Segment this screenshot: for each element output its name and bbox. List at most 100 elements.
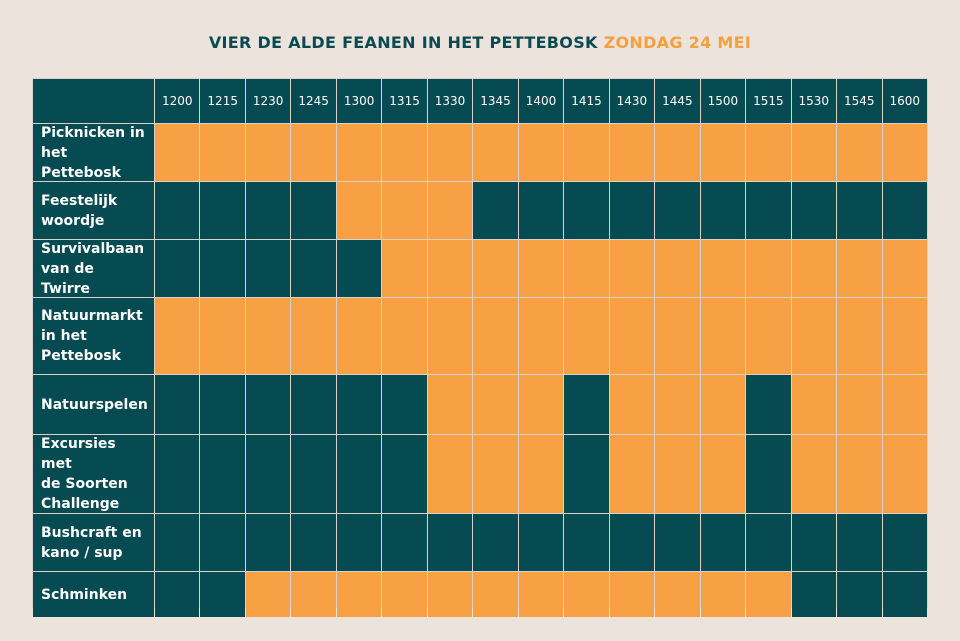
slot-unavailable bbox=[155, 572, 200, 617]
time-header: 1330 bbox=[427, 79, 473, 123]
time-header: 1345 bbox=[473, 79, 518, 123]
slot-available bbox=[609, 240, 655, 297]
slot-unavailable bbox=[336, 375, 382, 434]
slot-available bbox=[382, 240, 427, 297]
time-header: 1200 bbox=[155, 79, 200, 123]
slot-unavailable bbox=[518, 182, 564, 239]
activity-label: Survivalbaan van de Twirre bbox=[33, 240, 154, 297]
slot-available bbox=[609, 124, 655, 181]
slot-unavailable bbox=[155, 514, 200, 571]
slot-unavailable bbox=[291, 182, 336, 239]
slot-unavailable bbox=[336, 435, 382, 513]
activity-label: Natuurmarkt in het Pettebosk bbox=[33, 298, 154, 374]
slot-available bbox=[837, 375, 882, 434]
slot-available bbox=[882, 240, 927, 297]
slot-unavailable bbox=[200, 435, 245, 513]
slot-available bbox=[427, 240, 473, 297]
slot-available bbox=[427, 298, 473, 374]
time-header: 1600 bbox=[882, 79, 927, 123]
slot-available bbox=[564, 572, 609, 617]
time-header: 1530 bbox=[791, 79, 837, 123]
slot-unavailable bbox=[882, 182, 927, 239]
slot-available bbox=[655, 124, 700, 181]
slot-available bbox=[791, 240, 837, 297]
slot-available bbox=[427, 572, 473, 617]
slot-available bbox=[382, 298, 427, 374]
slot-unavailable bbox=[200, 572, 245, 617]
slot-available bbox=[791, 124, 837, 181]
slot-unavailable bbox=[155, 435, 200, 513]
slot-available bbox=[427, 124, 473, 181]
slot-unavailable bbox=[655, 182, 700, 239]
time-header: 1230 bbox=[245, 79, 291, 123]
slot-available bbox=[200, 298, 245, 374]
slot-unavailable bbox=[291, 435, 336, 513]
slot-unavailable bbox=[200, 375, 245, 434]
slot-available bbox=[837, 124, 882, 181]
slot-unavailable bbox=[382, 514, 427, 571]
slot-unavailable bbox=[473, 182, 518, 239]
slot-available bbox=[837, 298, 882, 374]
slot-unavailable bbox=[609, 514, 655, 571]
slot-available bbox=[882, 435, 927, 513]
slot-available bbox=[473, 435, 518, 513]
slot-available bbox=[427, 182, 473, 239]
slot-available bbox=[245, 572, 291, 617]
slot-unavailable bbox=[155, 182, 200, 239]
slot-unavailable bbox=[245, 375, 291, 434]
activity-label: Picknicken in het Pettebosk bbox=[33, 124, 154, 181]
slot-unavailable bbox=[746, 435, 791, 513]
slot-available bbox=[791, 298, 837, 374]
slot-available bbox=[791, 435, 837, 513]
slot-available bbox=[473, 298, 518, 374]
title-main: VIER DE ALDE FEANEN IN HET PETTEBOSK bbox=[208, 33, 598, 52]
slot-available bbox=[700, 572, 746, 617]
slot-available bbox=[518, 572, 564, 617]
slot-available bbox=[746, 240, 791, 297]
slot-available bbox=[291, 572, 336, 617]
slot-unavailable bbox=[336, 240, 382, 297]
slot-unavailable bbox=[791, 572, 837, 617]
time-header: 1315 bbox=[382, 79, 427, 123]
slot-unavailable bbox=[336, 514, 382, 571]
schedule-table: 1200 1215 1230 1245 1300 1315 1330 1345 1400 1415… bbox=[32, 78, 928, 617]
time-header: 1545 bbox=[837, 79, 882, 123]
slot-available bbox=[336, 298, 382, 374]
slot-unavailable bbox=[245, 514, 291, 571]
slot-unavailable bbox=[882, 514, 927, 571]
title-date: ZONDAG 24 MEI bbox=[603, 33, 752, 52]
time-header: 1300 bbox=[336, 79, 382, 123]
slot-unavailable bbox=[700, 514, 746, 571]
slot-unavailable bbox=[746, 182, 791, 239]
slot-unavailable bbox=[837, 572, 882, 617]
slot-available bbox=[155, 124, 200, 181]
slot-unavailable bbox=[200, 182, 245, 239]
slot-available bbox=[700, 240, 746, 297]
activity-label: Bushcraft en kano / sup bbox=[33, 514, 154, 571]
activity-label: Schminken bbox=[33, 572, 154, 617]
time-header: 1445 bbox=[655, 79, 700, 123]
slot-unavailable bbox=[473, 514, 518, 571]
slot-available bbox=[609, 375, 655, 434]
slot-available bbox=[473, 375, 518, 434]
time-header: 1245 bbox=[291, 79, 336, 123]
slot-unavailable bbox=[837, 182, 882, 239]
slot-unavailable bbox=[564, 182, 609, 239]
slot-available bbox=[609, 572, 655, 617]
slot-unavailable bbox=[791, 182, 837, 239]
slot-unavailable bbox=[291, 514, 336, 571]
slot-available bbox=[655, 572, 700, 617]
slot-available bbox=[700, 435, 746, 513]
slot-unavailable bbox=[518, 514, 564, 571]
slot-available bbox=[564, 240, 609, 297]
page-title: VIER DE ALDE FEANEN IN HET PETTEBOSK ZON… bbox=[0, 33, 960, 52]
slot-unavailable bbox=[382, 435, 427, 513]
slot-available bbox=[791, 375, 837, 434]
slot-available bbox=[473, 240, 518, 297]
slot-available bbox=[700, 298, 746, 374]
slot-available bbox=[609, 435, 655, 513]
time-header: 1430 bbox=[609, 79, 655, 123]
slot-available bbox=[336, 182, 382, 239]
slot-unavailable bbox=[655, 514, 700, 571]
slot-available bbox=[518, 298, 564, 374]
